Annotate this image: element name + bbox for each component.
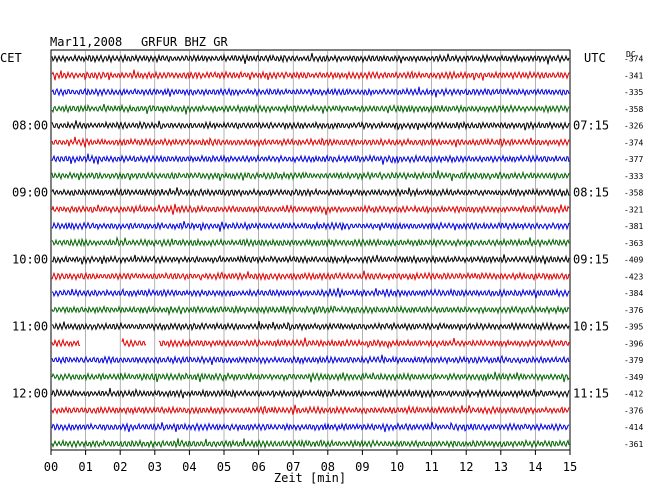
x-tick-label: 00 xyxy=(44,460,58,474)
seismic-trace xyxy=(51,103,570,115)
x-tick-label: 13 xyxy=(494,460,508,474)
seismic-trace xyxy=(51,170,570,182)
dc-offset-label: -358 xyxy=(624,189,643,198)
dc-offset-label: -374 xyxy=(624,138,643,147)
dc-offset-labels: -374 -341 -335 -358 -326 -374 -377 -333 -358 -321… xyxy=(624,55,643,449)
dc-offset-label: -326 xyxy=(624,122,643,131)
dc-offset-label: -379 xyxy=(624,356,643,365)
cet-hour-label: 10:00 xyxy=(12,253,48,267)
hour-labels: 08:00 09:00 10:00 11:00 12:00 07:15 08:15 09:15… xyxy=(12,119,609,401)
seismic-trace xyxy=(51,136,570,148)
seismic-trace xyxy=(51,270,570,282)
dc-offset-label: -376 xyxy=(624,406,643,415)
x-tick-label: 03 xyxy=(148,460,162,474)
dc-offset-label: -376 xyxy=(624,306,643,315)
seismic-trace xyxy=(51,387,570,399)
utc-hour-label: 11:15 xyxy=(573,387,609,401)
dc-offset-label: -377 xyxy=(624,155,643,164)
x-tick-label: 09 xyxy=(355,460,369,474)
seismic-trace xyxy=(51,371,570,383)
seismic-trace xyxy=(51,321,570,332)
plot-frame xyxy=(50,49,571,451)
seismic-traces xyxy=(51,53,570,450)
x-tick-label: 07 xyxy=(286,460,300,474)
utc-hour-label: 09:15 xyxy=(573,253,609,267)
dc-offset-label: -358 xyxy=(624,105,643,114)
dc-offset-label: -396 xyxy=(624,339,643,348)
seismic-trace xyxy=(51,337,570,350)
x-tick-label: 04 xyxy=(182,460,196,474)
cet-hour-label: 12:00 xyxy=(12,387,48,401)
dc-offset-label: -414 xyxy=(624,423,643,432)
seismic-trace xyxy=(51,421,570,433)
seismic-trace xyxy=(51,235,570,249)
utc-hour-label: 07:15 xyxy=(573,119,609,133)
seismic-trace xyxy=(51,53,570,65)
x-axis-ticks: 00 01 02 03 04 05 06 07 08 09 10 11 12 13 14 15 xyxy=(44,450,577,474)
dc-offset-header: DC xyxy=(626,50,636,59)
dc-offset-label: -361 xyxy=(624,440,643,449)
header-station: GRFUR BHZ GR xyxy=(141,35,228,49)
cet-hour-label: 11:00 xyxy=(12,320,48,334)
seismic-trace xyxy=(51,153,570,165)
dc-offset-label: -363 xyxy=(624,239,643,248)
utc-hour-label: 10:15 xyxy=(573,320,609,334)
dc-offset-label: -395 xyxy=(624,323,643,332)
dc-offset-label: -341 xyxy=(624,71,643,80)
seismic-trace xyxy=(51,354,570,366)
left-timezone-label: CET xyxy=(0,51,22,65)
plot-grid xyxy=(50,49,571,451)
seismic-trace xyxy=(51,304,570,316)
seismic-trace xyxy=(51,220,570,232)
seismic-trace xyxy=(51,120,570,131)
dc-offset-label: -335 xyxy=(624,88,643,97)
x-tick-label: 06 xyxy=(251,460,265,474)
x-tick-label: 15 xyxy=(563,460,577,474)
seismic-trace xyxy=(51,203,570,216)
seismic-trace xyxy=(51,287,570,299)
seismic-trace xyxy=(51,187,570,198)
seismic-trace xyxy=(51,69,570,81)
seismic-trace xyxy=(51,438,570,450)
x-tick-label: 11 xyxy=(424,460,438,474)
dc-offset-label: -381 xyxy=(624,222,643,231)
header-date: Mar11,2008 xyxy=(50,35,122,49)
x-tick-label: 05 xyxy=(217,460,231,474)
seismic-trace xyxy=(51,86,570,98)
right-timezone-label: UTC xyxy=(584,51,606,65)
x-tick-label: 10 xyxy=(390,460,404,474)
utc-hour-label: 08:15 xyxy=(573,186,609,200)
dc-offset-label: -384 xyxy=(624,289,643,298)
x-tick-label: 14 xyxy=(528,460,542,474)
dc-offset-label: -333 xyxy=(624,172,643,181)
seismic-trace xyxy=(51,404,570,416)
dc-offset-label: -374 xyxy=(624,55,643,64)
dc-offset-label: -423 xyxy=(624,272,643,281)
x-tick-label: 08 xyxy=(321,460,335,474)
x-axis-title: Zeit [min] xyxy=(274,471,346,485)
x-tick-label: 12 xyxy=(459,460,473,474)
x-tick-label: 01 xyxy=(78,460,92,474)
seismic-trace xyxy=(51,254,570,265)
cet-hour-label: 09:00 xyxy=(12,186,48,200)
dc-offset-label: -409 xyxy=(624,256,643,265)
dc-offset-label: -349 xyxy=(624,373,643,382)
cet-hour-label: 08:00 xyxy=(12,119,48,133)
dc-offset-label: -412 xyxy=(624,390,643,399)
x-tick-label: 02 xyxy=(113,460,127,474)
dc-offset-label: -321 xyxy=(624,205,643,214)
